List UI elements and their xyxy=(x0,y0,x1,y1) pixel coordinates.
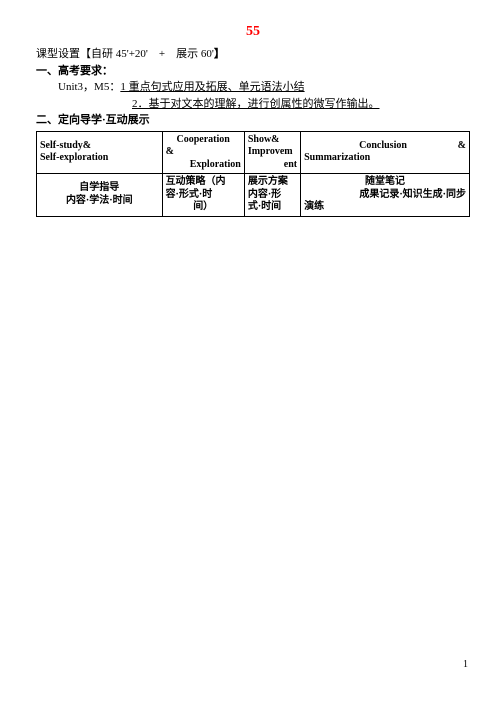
unit-item-1: 1 重点句式应用及拓展、单元语法小结 xyxy=(120,81,304,93)
unit-prefix: Unit3，M5： xyxy=(58,81,120,93)
section-guide-label: 二、定向导学·互动展示 xyxy=(36,114,150,126)
header-selfstudy: Self-study& Self-exploration xyxy=(37,131,163,174)
cell-cooperation-l1: 互动策略（内 xyxy=(166,176,241,189)
unit-line: Unit3，M5：1 重点句式应用及拓展、单元语法小结 xyxy=(58,79,470,96)
cell-cooperation-l2: 容·形式·时 xyxy=(166,189,241,202)
cell-cooperation: 互动策略（内 容·形式·时 间） xyxy=(162,174,244,217)
header-show-l1: Show& xyxy=(248,134,297,147)
cell-selfstudy-l2: 内容·学法·时间 xyxy=(40,195,159,208)
cell-show-l3: 式·时间 xyxy=(248,201,297,214)
cell-show: 展示方案 内容·形 式·时间 xyxy=(244,174,300,217)
unit-item-2-line: 2．基于对文本的理解，进行创属性的微写作输出。 xyxy=(132,96,470,113)
header-cooperation-l2: Exploration xyxy=(166,159,241,172)
section-exam-label: 一、高考要求： xyxy=(36,65,113,77)
table-content-row: 自学指导 内容·学法·时间 互动策略（内 容·形式·时 间） 展示方案 内容·形… xyxy=(37,174,470,217)
section-exam-requirement: 一、高考要求： xyxy=(36,63,470,80)
course-setting-suffix: 】 xyxy=(214,48,225,60)
header-conclusion-l2: Summarization xyxy=(304,152,466,165)
cell-conclusion-l1: 随堂笔记 xyxy=(304,176,466,189)
header-conclusion-l1: Conclusion xyxy=(359,140,407,153)
page-number-top: 55 xyxy=(36,24,470,40)
header-cooperation-l1: Cooperation xyxy=(166,134,241,147)
cell-conclusion-l3: 演练 xyxy=(304,201,466,214)
header-show: Show& Improvem ent xyxy=(244,131,300,174)
header-cooperation: Cooperation & Exploration xyxy=(162,131,244,174)
cell-conclusion-l2: 成果记录·知识生成·同步 xyxy=(304,189,466,202)
cell-conclusion: 随堂笔记 成果记录·知识生成·同步 演练 xyxy=(301,174,470,217)
header-conclusion: Conclusion & Summarization xyxy=(301,131,470,174)
table-header-row: Self-study& Self-exploration Cooperation… xyxy=(37,131,470,174)
cell-cooperation-l3: 间） xyxy=(166,201,241,214)
cell-show-l2: 内容·形 xyxy=(248,189,297,202)
section-guide-line: 二、定向导学·互动展示 xyxy=(36,112,470,129)
cell-show-l1: 展示方案 xyxy=(248,176,297,189)
header-show-l3: ent xyxy=(248,159,297,172)
header-cooperation-amp: & xyxy=(166,146,241,159)
unit-item-2: 2．基于对文本的理解，进行创属性的微写作输出。 xyxy=(132,98,380,110)
cell-selfstudy-l1: 自学指导 xyxy=(40,182,159,195)
course-setting-prefix: 课型设置【自研 45'+20' + 展示 60' xyxy=(36,48,214,60)
header-selfstudy-l2: Self-exploration xyxy=(40,152,159,165)
page-footer-number: 1 xyxy=(463,659,468,670)
cell-selfstudy: 自学指导 内容·学法·时间 xyxy=(37,174,163,217)
header-conclusion-amp: & xyxy=(458,140,466,153)
header-show-l2: Improvem xyxy=(248,146,297,159)
header-selfstudy-l1: Self-study& xyxy=(40,140,159,153)
guide-table: Self-study& Self-exploration Cooperation… xyxy=(36,131,470,217)
course-setting-line: 课型设置【自研 45'+20' + 展示 60'】 xyxy=(36,46,470,63)
